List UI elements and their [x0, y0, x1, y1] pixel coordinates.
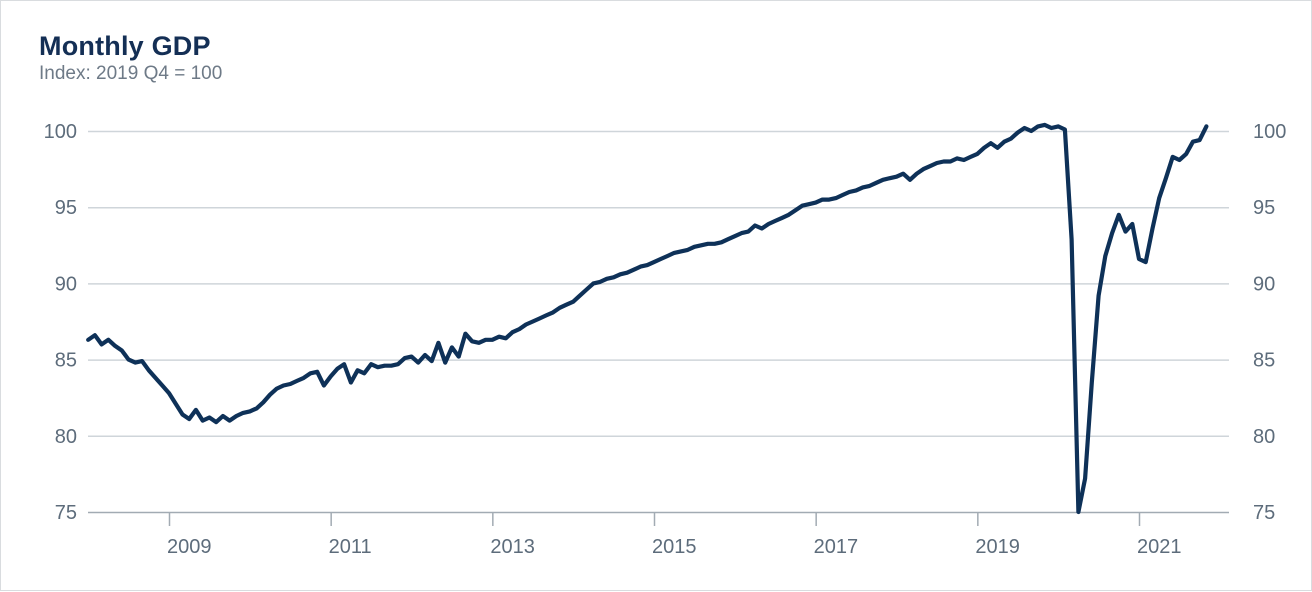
y-axis-label-right: 95: [1253, 197, 1275, 219]
y-axis-label-left: 75: [55, 502, 77, 524]
chart-title: Monthly GDP: [39, 31, 211, 61]
y-axis-label-right: 90: [1253, 273, 1275, 295]
x-axis-year-label: 2021: [1137, 536, 1182, 558]
x-axis-year-label: 2017: [814, 536, 859, 558]
x-axis-year-label: 2019: [975, 536, 1020, 558]
x-axis-year-label: 2009: [167, 536, 212, 558]
y-axis-label-left: 80: [55, 426, 77, 448]
x-axis-year-label: 2011: [329, 536, 372, 558]
y-axis-label-right: 100: [1253, 121, 1286, 143]
y-axis-label-left: 95: [55, 197, 77, 219]
y-axis-label-right: 85: [1253, 350, 1275, 372]
y-axis-label-left: 100: [44, 121, 77, 143]
y-axis-label-left: 90: [55, 273, 77, 295]
y-axis-label-left: 85: [55, 350, 77, 372]
y-axis-label-right: 75: [1253, 502, 1275, 524]
x-axis-year-label: 2013: [490, 536, 535, 558]
chart-subtitle: Index: 2019 Q4 = 100: [39, 63, 223, 84]
y-axis-label-right: 80: [1253, 426, 1275, 448]
x-axis-year-label: 2015: [652, 536, 697, 558]
gdp-series-line: [86, 122, 1209, 515]
